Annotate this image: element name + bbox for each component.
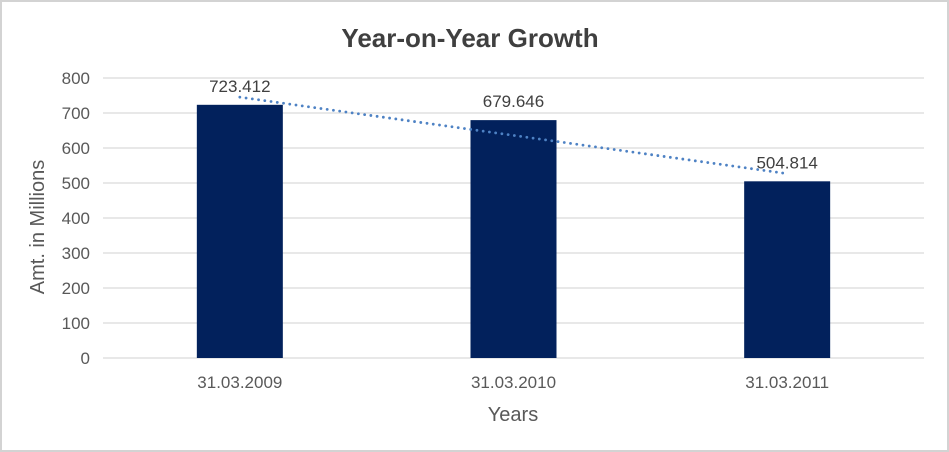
category-label: 31.03.2011 [745, 373, 829, 392]
y-axis-title: Amt. in Millions [27, 160, 49, 294]
y-axis-tick-labels: 0 100 200 300 400 500 600 700 800 [62, 69, 90, 368]
data-label: 679.646 [483, 92, 544, 111]
trendline [238, 95, 789, 176]
data-label: 504.814 [756, 153, 817, 172]
y-tick-label: 300 [62, 244, 90, 263]
x-axis-category-labels: 31.03.2009 31.03.2010 31.03.2011 [197, 373, 829, 392]
bar [744, 181, 831, 358]
y-tick-label: 0 [81, 349, 90, 368]
data-label: 723.412 [209, 77, 270, 96]
category-label: 31.03.2009 [197, 373, 282, 392]
bar [470, 120, 557, 358]
y-tick-label: 600 [62, 139, 90, 158]
y-tick-label: 800 [62, 69, 90, 88]
bar [196, 104, 283, 358]
x-axis-title: Years [488, 404, 538, 426]
y-tick-label: 100 [62, 314, 90, 333]
y-tick-label: 200 [62, 279, 90, 298]
chart-title: Year-on-Year Growth [341, 23, 598, 53]
y-tick-label: 700 [62, 104, 90, 123]
y-tick-label: 500 [62, 174, 90, 193]
y-tick-label: 400 [62, 209, 90, 228]
category-label: 31.03.2010 [471, 373, 556, 392]
bar-data-labels: 723.412 679.646 504.814 [209, 77, 818, 173]
bar-series [196, 104, 831, 358]
